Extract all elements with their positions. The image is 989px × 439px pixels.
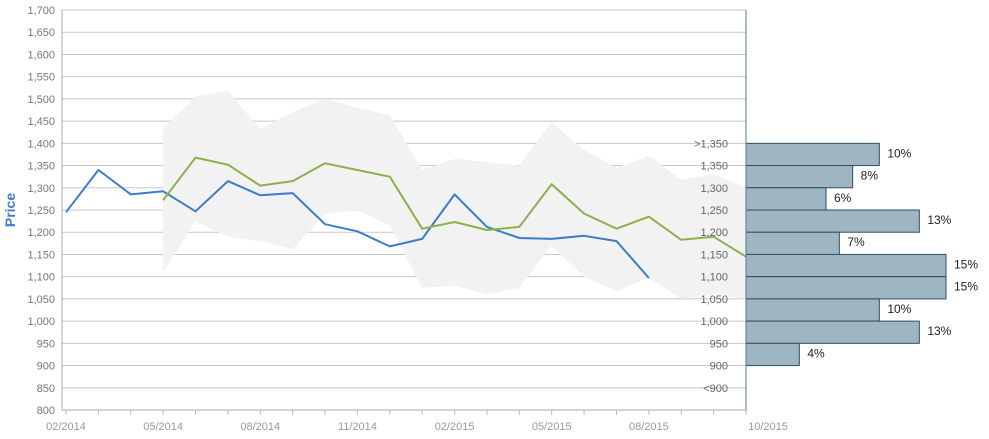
histogram-value-label: 15% [954, 280, 978, 294]
series-line-2 [162, 156, 747, 258]
histogram-bar [745, 342, 800, 367]
histogram-value-label: 6% [834, 191, 852, 205]
x-tick-label: 05/2014 [143, 421, 183, 433]
histogram-bin-labels: >1,350 1,350 1,300 1,250 1,200 1,150 1,100 1,05… [694, 138, 728, 394]
x-tick-label: 02/2014 [46, 421, 86, 433]
histogram-bin-label: 950 [710, 338, 728, 350]
y-tick-label: 1,500 [27, 94, 55, 106]
x-axis-ticks: 02/2014 05/2014 08/2014 11/2014 02/2015 05/20… [46, 410, 788, 433]
series-line-1 [65, 169, 650, 279]
histogram-bin-label: 1,150 [700, 249, 728, 261]
histogram-bar [745, 142, 880, 167]
y-axis-ticks: 800 850 900 950 1,000 1,050 1,100 1,150 1,200 1,2… [27, 5, 55, 417]
y-tick-label: 950 [37, 338, 55, 350]
histogram-value-label: 15% [954, 257, 978, 271]
series-lines [65, 156, 747, 279]
x-tick-label: 08/2014 [240, 421, 280, 433]
histogram-value-label: 10% [887, 302, 911, 316]
histogram-bar [745, 231, 840, 255]
y-tick-label: 1,650 [27, 27, 55, 39]
y-tick-label: 1,150 [27, 249, 55, 261]
y-tick-label: 1,450 [27, 116, 55, 128]
histogram-bar [745, 253, 947, 278]
x-tick-label: 10/2015 [748, 421, 788, 433]
histogram-value-label: 13% [927, 213, 951, 227]
histogram-bin-label: 1,000 [700, 316, 728, 328]
y-tick-label: 1,700 [27, 5, 55, 17]
y-tick-label: 1,100 [27, 272, 55, 284]
y-tick-label: 1,350 [27, 161, 55, 173]
histogram-bin-label: 1,250 [700, 205, 728, 217]
histogram-value-label: 7% [847, 235, 865, 249]
axes [61, 10, 747, 411]
y-tick-label: 1,200 [27, 227, 55, 239]
y-tick-label: 800 [37, 405, 55, 417]
y-axis-label: Price [2, 193, 18, 227]
y-tick-label: 850 [37, 383, 55, 395]
y-tick-label: 1,250 [27, 205, 55, 217]
y-tick-label: 1,300 [27, 183, 55, 195]
histogram-value-label: 8% [861, 169, 879, 183]
histogram-bar [745, 276, 947, 300]
y-tick-label: 1,000 [27, 316, 55, 328]
histogram-value-label: 4% [807, 346, 825, 360]
histogram-bin-label: 1,200 [700, 227, 728, 239]
y-tick-label: 1,050 [27, 294, 55, 306]
histogram-bar [745, 209, 920, 233]
histogram-value-label: 13% [927, 324, 951, 338]
histogram-bin-label: 1,100 [700, 272, 728, 284]
y-tick-label: 1,600 [27, 49, 55, 61]
y-tick-label: 1,550 [27, 72, 55, 84]
histogram-bin-label: 1,350 [700, 161, 728, 173]
histogram-bin-label: 1,050 [700, 294, 728, 306]
x-tick-label: 08/2015 [629, 421, 669, 433]
histogram-bin-label: <900 [703, 383, 728, 395]
y-tick-label: 1,400 [27, 138, 55, 150]
histogram-bar [745, 320, 920, 344]
histogram: 10% 8% 6% 13% 7% 15% 15% 10% 13% 4% [745, 142, 978, 367]
histogram-bar [745, 187, 827, 211]
histogram-bar [745, 165, 854, 189]
y-tick-label: 900 [37, 361, 55, 373]
x-tick-label: 05/2015 [532, 421, 572, 433]
histogram-bin-label: >1,350 [694, 138, 728, 150]
histogram-bin-label: 900 [710, 361, 728, 373]
histogram-bin-label: 1,300 [700, 183, 728, 195]
x-tick-label: 02/2015 [435, 421, 475, 433]
histogram-value-label: 10% [887, 146, 911, 160]
histogram-bar [745, 298, 880, 322]
x-tick-label: 11/2014 [338, 421, 377, 433]
